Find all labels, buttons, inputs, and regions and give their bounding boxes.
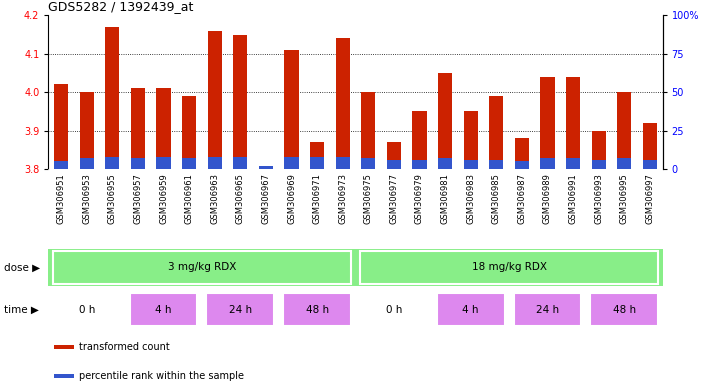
Bar bbox=[464, 111, 478, 169]
Bar bbox=[53, 293, 121, 326]
Bar bbox=[80, 92, 94, 169]
Bar bbox=[464, 160, 478, 169]
Text: GSM306955: GSM306955 bbox=[108, 173, 117, 223]
Text: GSM306953: GSM306953 bbox=[82, 173, 91, 224]
Text: 0 h: 0 h bbox=[78, 305, 95, 315]
Bar bbox=[412, 111, 427, 169]
Text: GSM306971: GSM306971 bbox=[313, 173, 321, 224]
Text: 3 mg/kg RDX: 3 mg/kg RDX bbox=[168, 262, 236, 273]
Text: GSM306993: GSM306993 bbox=[594, 173, 603, 224]
Bar bbox=[617, 92, 631, 169]
Bar bbox=[182, 96, 196, 169]
Bar bbox=[310, 157, 324, 169]
Text: GSM306969: GSM306969 bbox=[287, 173, 296, 224]
Text: GSM306987: GSM306987 bbox=[518, 173, 526, 224]
Bar bbox=[336, 157, 350, 169]
Bar bbox=[361, 92, 375, 169]
Text: 48 h: 48 h bbox=[306, 305, 328, 315]
Bar bbox=[387, 160, 401, 169]
Text: GSM306959: GSM306959 bbox=[159, 173, 168, 223]
Text: GSM306981: GSM306981 bbox=[441, 173, 449, 224]
Text: 0 h: 0 h bbox=[385, 305, 402, 315]
Bar bbox=[438, 73, 452, 169]
Bar bbox=[643, 123, 657, 169]
Bar bbox=[131, 88, 145, 169]
Bar bbox=[54, 84, 68, 169]
Text: GSM306975: GSM306975 bbox=[364, 173, 373, 224]
Bar bbox=[105, 27, 119, 169]
Text: dose ▶: dose ▶ bbox=[4, 262, 40, 273]
Bar bbox=[540, 77, 555, 169]
Bar bbox=[131, 158, 145, 169]
Bar bbox=[259, 166, 273, 169]
Bar bbox=[540, 158, 555, 169]
Text: GSM306979: GSM306979 bbox=[415, 173, 424, 224]
Bar bbox=[515, 138, 529, 169]
Text: transformed count: transformed count bbox=[79, 342, 170, 352]
Bar bbox=[129, 293, 198, 326]
Bar bbox=[437, 293, 505, 326]
Bar bbox=[206, 293, 274, 326]
Text: GSM306957: GSM306957 bbox=[134, 173, 142, 224]
Bar bbox=[515, 161, 529, 169]
Text: percentile rank within the sample: percentile rank within the sample bbox=[79, 371, 244, 381]
Text: 24 h: 24 h bbox=[536, 305, 559, 315]
Bar bbox=[489, 96, 503, 169]
Bar bbox=[233, 157, 247, 169]
Text: GSM306983: GSM306983 bbox=[466, 173, 475, 224]
Bar bbox=[643, 160, 657, 169]
Text: 48 h: 48 h bbox=[613, 305, 636, 315]
Bar bbox=[336, 38, 350, 169]
Text: GSM306965: GSM306965 bbox=[236, 173, 245, 224]
Bar bbox=[156, 157, 171, 169]
Bar bbox=[438, 158, 452, 169]
Text: 24 h: 24 h bbox=[229, 305, 252, 315]
Bar bbox=[284, 50, 299, 169]
Bar bbox=[592, 131, 606, 169]
Bar bbox=[208, 157, 222, 169]
Bar bbox=[412, 160, 427, 169]
Bar bbox=[489, 160, 503, 169]
Text: GSM306989: GSM306989 bbox=[543, 173, 552, 224]
Text: 18 mg/kg RDX: 18 mg/kg RDX bbox=[471, 262, 547, 273]
Bar bbox=[80, 158, 94, 169]
Text: 4 h: 4 h bbox=[462, 305, 479, 315]
Bar bbox=[590, 293, 658, 326]
Bar bbox=[387, 142, 401, 169]
Text: GSM306991: GSM306991 bbox=[569, 173, 577, 223]
Bar bbox=[156, 88, 171, 169]
Text: time ▶: time ▶ bbox=[4, 305, 38, 315]
Text: GSM306967: GSM306967 bbox=[262, 173, 270, 224]
Bar bbox=[360, 293, 428, 326]
Bar bbox=[54, 161, 68, 169]
Text: GSM306977: GSM306977 bbox=[390, 173, 398, 224]
Text: GSM306985: GSM306985 bbox=[492, 173, 501, 224]
Bar bbox=[284, 157, 299, 169]
Bar bbox=[360, 251, 658, 284]
Bar bbox=[617, 158, 631, 169]
Bar bbox=[566, 158, 580, 169]
Text: 4 h: 4 h bbox=[155, 305, 172, 315]
Bar bbox=[105, 157, 119, 169]
Text: GSM306973: GSM306973 bbox=[338, 173, 347, 224]
Bar bbox=[310, 142, 324, 169]
Text: GSM306995: GSM306995 bbox=[620, 173, 629, 223]
Bar bbox=[55, 344, 74, 349]
Bar bbox=[182, 158, 196, 169]
Bar bbox=[592, 160, 606, 169]
Bar bbox=[53, 251, 351, 284]
Text: GSM306951: GSM306951 bbox=[57, 173, 65, 223]
Bar bbox=[55, 374, 74, 378]
Text: GSM306963: GSM306963 bbox=[210, 173, 219, 224]
Bar bbox=[566, 77, 580, 169]
Bar bbox=[513, 293, 582, 326]
Bar bbox=[361, 158, 375, 169]
Bar bbox=[283, 293, 351, 326]
Bar bbox=[233, 35, 247, 169]
Text: GSM306997: GSM306997 bbox=[646, 173, 654, 224]
Text: GSM306961: GSM306961 bbox=[185, 173, 193, 224]
Text: GDS5282 / 1392439_at: GDS5282 / 1392439_at bbox=[48, 0, 193, 13]
Bar bbox=[208, 31, 222, 169]
